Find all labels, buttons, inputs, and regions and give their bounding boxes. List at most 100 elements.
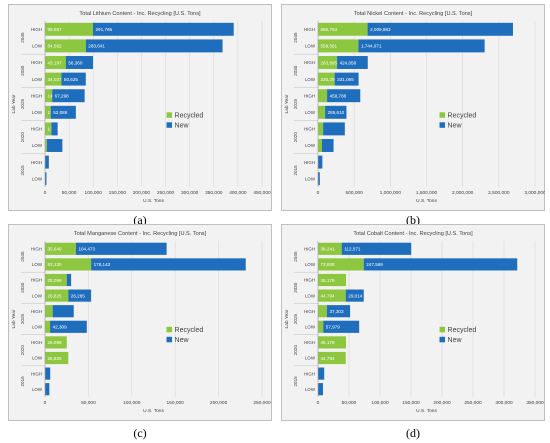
x-tick-label: 250,000: [157, 190, 175, 196]
y-category-label: HIGH: [304, 309, 315, 314]
caption-c: (c): [133, 426, 147, 440]
bar-data-label: 25,099: [48, 278, 62, 283]
bar-data-label: 45,179: [321, 340, 335, 345]
bar-new: [50, 105, 76, 119]
x-tick-label: 50,000: [62, 190, 77, 196]
bar-recycled: [318, 122, 324, 136]
bar-recycled: [318, 105, 326, 119]
y-group-label: 2045: [293, 251, 298, 262]
bar-new: [318, 155, 323, 169]
bar-data-label: 42,309: [53, 325, 67, 330]
x-tick-label: 200,000: [133, 190, 151, 196]
chart-svg: Total Cobalt Content - Inc. Recycling [U…: [281, 224, 545, 421]
bar-recycled: [318, 289, 346, 302]
legend-label: Recycled: [175, 113, 204, 120]
y-category-label: LOW: [32, 77, 43, 82]
bar-new: [65, 56, 94, 69]
bar-recycled: [45, 273, 67, 287]
y-category-label: LOW: [32, 110, 43, 115]
bar-recycled: [318, 89, 328, 103]
chart-title: Total Cobalt Content - Inc. Recycling [U…: [353, 231, 473, 237]
x-tick-label: 0: [44, 400, 47, 406]
y-category-label: HIGH: [31, 127, 42, 132]
bar-new: [318, 383, 323, 396]
chart-title: Total Lithium Content - Inc. Recycling […: [79, 11, 201, 17]
caption-d: (d): [406, 426, 420, 440]
bar-data-label: 44,794: [321, 293, 335, 298]
bar-recycled: [318, 273, 347, 287]
bar-data-label: 104,473: [78, 247, 95, 252]
y-group-label: 2025: [293, 98, 298, 109]
y-category-label: LOW: [32, 262, 43, 267]
bar-new: [325, 105, 347, 119]
legend-label: Recycled: [175, 327, 204, 334]
legend-swatch-recycled: [166, 112, 173, 118]
bar-data-label: 43,197: [48, 60, 62, 65]
bar-recycled: [318, 72, 335, 86]
bar-recycled: [45, 72, 62, 86]
bar-recycled: [318, 258, 364, 271]
y-category-label: HIGH: [31, 247, 42, 252]
y-category-label: LOW: [305, 262, 316, 267]
bar-data-label: 56,360: [68, 60, 82, 65]
x-tick-label: 300,000: [495, 400, 513, 406]
bar-new: [363, 258, 518, 271]
y-group-label: 2015: [293, 165, 298, 176]
bar-new: [367, 22, 513, 36]
y-group-label: 2045: [20, 251, 25, 262]
bar-data-label: 26,285: [71, 293, 85, 298]
bar-data-label: 67,298: [55, 94, 69, 99]
y-category-label: HIGH: [31, 278, 42, 283]
x-tick-label: 150,000: [109, 190, 127, 196]
bar-recycled: [318, 39, 359, 53]
panel-c: Total Manganese Content - Inc. Recycling…: [8, 224, 272, 421]
y-axis-label: Lab Year: [284, 94, 290, 113]
y-category-label: HIGH: [304, 127, 315, 132]
bar-recycled: [45, 242, 76, 255]
bar-data-label: 99,557: [48, 27, 62, 32]
x-tick-label: 2,500,000: [488, 190, 510, 196]
bar-data-label: 283,641: [88, 44, 105, 49]
caption-b: (b): [406, 213, 420, 227]
y-category-label: LOW: [305, 325, 316, 330]
bar-new: [341, 242, 412, 255]
bar-new: [91, 258, 246, 271]
bar-recycled: [318, 56, 338, 69]
y-group-label: 2030: [20, 282, 25, 293]
x-tick-label: 2,000,000: [452, 190, 474, 196]
bar-recycled: [318, 351, 346, 365]
bar-new: [66, 273, 72, 287]
legend-swatch-new: [166, 336, 173, 343]
y-axis-label: Lab Year: [11, 309, 17, 328]
legend-swatch-new: [439, 122, 446, 128]
bar-recycled: [45, 258, 92, 271]
y-category-label: HIGH: [31, 160, 42, 165]
bar-recycled: [318, 305, 327, 318]
y-category-label: LOW: [305, 293, 316, 298]
chart-svg: Total Nickel Content - Inc. Recycling [U…: [281, 4, 545, 211]
y-group-label: 2025: [20, 98, 25, 109]
x-tick-label: 150,000: [167, 400, 185, 406]
legend-swatch-recycled: [166, 326, 173, 333]
bar-data-label: 53,130: [48, 262, 62, 267]
bar-recycled: [45, 89, 53, 103]
legend-label: Recycled: [448, 327, 477, 334]
x-tick-label: 200,000: [210, 400, 228, 406]
bar-data-label: 52,086: [53, 110, 67, 115]
bar-data-label: 84,562: [48, 44, 62, 49]
x-tick-label: 1,500,000: [416, 190, 438, 196]
bar-recycled: [45, 122, 52, 136]
legend-label: New: [448, 337, 463, 344]
bar-data-label: 38,241: [321, 247, 335, 252]
bar-new: [318, 367, 325, 380]
bar-data-label: 34,037: [48, 77, 62, 82]
y-category-label: LOW: [305, 44, 316, 49]
bar-data-label: 295,610: [328, 110, 345, 115]
y-group-label: 2020: [293, 132, 298, 143]
y-category-label: HIGH: [31, 60, 42, 65]
bar-recycled: [318, 22, 368, 36]
bar-new: [334, 72, 359, 86]
y-category-label: HIGH: [304, 371, 315, 376]
x-tick-label: 100,000: [371, 400, 389, 406]
chart-svg: Total Lithium Content - Inc. Recycling […: [8, 4, 272, 211]
